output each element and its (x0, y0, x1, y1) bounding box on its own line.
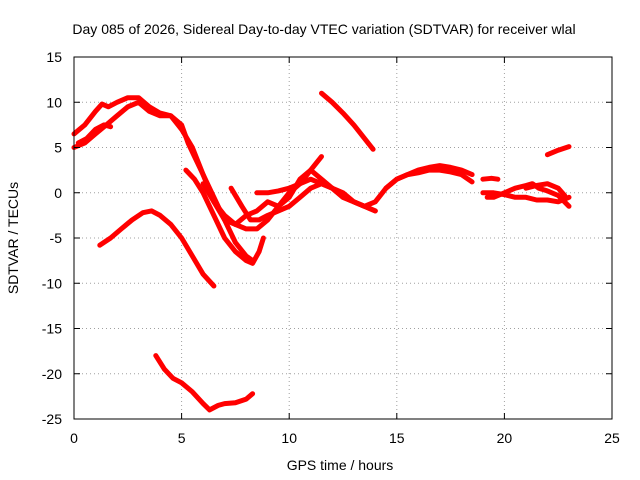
y-tick-label: 0 (54, 185, 62, 201)
y-tick-label: -15 (42, 321, 62, 337)
y-tick-label: 15 (46, 49, 62, 65)
y-tick-label: -20 (42, 366, 62, 382)
arc-early-small (75, 122, 114, 146)
x-tick-label: 5 (178, 430, 186, 446)
x-axis-label: GPS time / hours (287, 457, 394, 473)
x-tick-label: 25 (604, 430, 620, 446)
arc-flat-afternoon (254, 163, 475, 209)
x-tick-label: 20 (497, 430, 513, 446)
y-tick-label: 10 (46, 94, 62, 110)
arc-late-rise (523, 181, 568, 198)
arc-bottom-dip (153, 353, 256, 413)
arc-evening-wiggle (484, 181, 572, 209)
data-series (71, 90, 572, 413)
chart-title: Day 085 of 2026, Sidereal Day-to-day VTE… (72, 21, 575, 37)
axis-ticks: 0 5 10 15 20 25 -25 -20 -15 -10 -5 0 5 10 15 (42, 49, 620, 446)
y-tick-label: -10 (42, 275, 62, 291)
y-tick-label: -5 (50, 230, 63, 246)
arc-late-short (544, 144, 572, 158)
arc-midday-dip (183, 167, 266, 266)
arc-noon-fall (319, 90, 376, 152)
x-tick-label: 15 (389, 430, 405, 446)
y-tick-label: 5 (54, 140, 62, 156)
arc-morning-hump (97, 208, 217, 289)
y-tick-label: -25 (42, 411, 62, 427)
x-tick-label: 10 (281, 430, 297, 446)
y-axis-label: SDTVAR / TECUs (5, 182, 21, 294)
arc-evening-upper (383, 167, 475, 191)
arc-evening-short (480, 175, 501, 182)
x-tick-label: 0 (70, 430, 78, 446)
arc-morning-lower (71, 99, 378, 227)
